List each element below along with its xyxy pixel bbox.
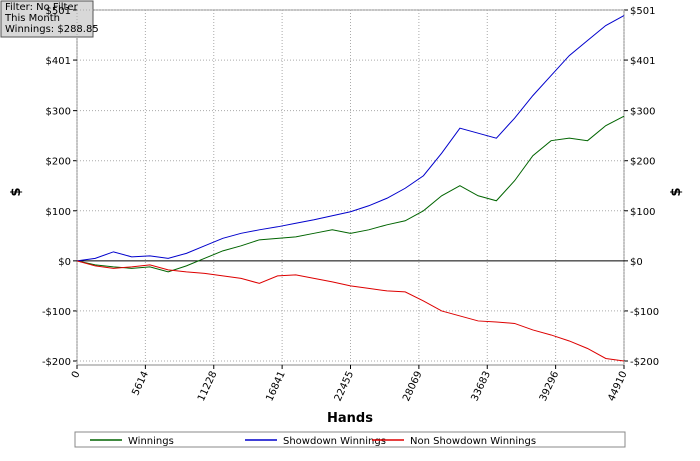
y-tick-label: $401 [46, 56, 71, 67]
series-line [76, 260, 625, 362]
y2-tick-label: -$100 [630, 307, 659, 318]
y2-tick-label: $200 [630, 157, 655, 168]
y-tick-label: $300 [46, 107, 71, 118]
x-axis-title: Hands [327, 411, 373, 426]
info-line: Winnings: $288.85 [5, 24, 99, 35]
y-tick-label: $501 [46, 6, 71, 17]
y-tick-label: -$200 [42, 357, 71, 368]
info-line: This Month [4, 13, 60, 24]
y2-tick-label: $501 [630, 6, 655, 17]
y2-tick-label: -$200 [630, 357, 659, 368]
y2-tick-label: $0 [630, 257, 643, 268]
y-tick-label: $0 [58, 257, 71, 268]
y-axis-title: $ [9, 187, 24, 196]
y-tick-label: $100 [46, 207, 71, 218]
y-tick-label: $200 [46, 157, 71, 168]
legend-label: Non Showdown Winnings [410, 436, 536, 447]
series-line [76, 15, 625, 262]
info-line: Filter: No Filter [5, 2, 79, 13]
legend-label: Winnings [128, 436, 174, 447]
y-tick-label: -$100 [42, 307, 71, 318]
x-tick-label: 0 [70, 370, 83, 380]
y2-axis-title: $ [669, 187, 684, 196]
series-line [76, 115, 625, 273]
info-box [0, 0, 94, 38]
y2-tick-label: $100 [630, 207, 655, 218]
legend [74, 431, 626, 448]
y2-tick-label: $300 [630, 107, 655, 118]
y2-tick-label: $401 [630, 56, 655, 67]
legend-label: Showdown Winnings [283, 436, 386, 447]
